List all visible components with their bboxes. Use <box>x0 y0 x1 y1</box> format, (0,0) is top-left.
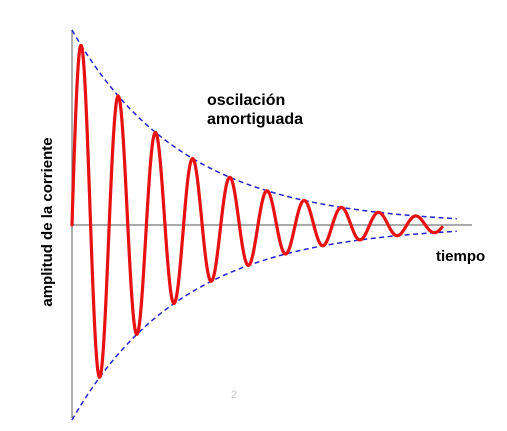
upper-envelope <box>71 29 457 220</box>
y-axis-label: amplitud de la corriente <box>39 137 56 306</box>
curves <box>70 43 444 379</box>
damped-oscillation-line <box>70 43 444 379</box>
page-number: 2 <box>231 389 237 401</box>
annotation-line-2: amortiguada <box>207 111 303 128</box>
annotation-line-1: oscilación <box>207 92 285 109</box>
axes <box>71 30 472 418</box>
x-axis-label: tiempo <box>436 248 485 265</box>
